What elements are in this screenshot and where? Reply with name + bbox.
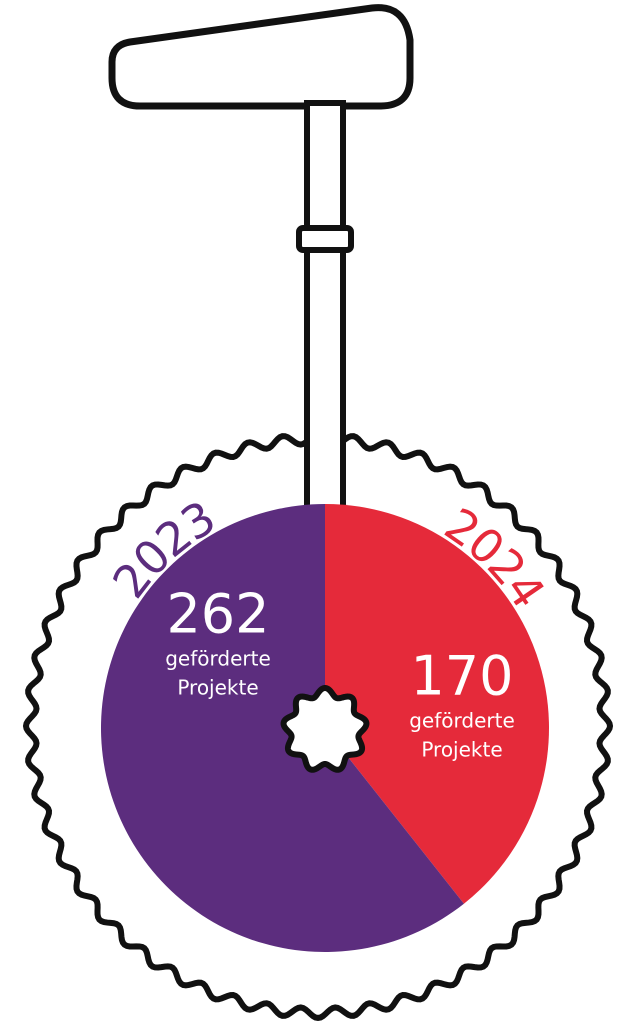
- value-label: 170: [410, 645, 513, 708]
- value-label: 262: [166, 583, 269, 646]
- value-caption: geförderte: [409, 709, 515, 733]
- value-caption: geförderte: [165, 647, 271, 671]
- seat-post: [307, 103, 343, 513]
- value-caption: Projekte: [177, 676, 258, 700]
- collar: [299, 228, 351, 250]
- seat: [112, 8, 410, 106]
- value-caption: Projekte: [421, 738, 502, 762]
- unicycle-chart: 20242023170geförderteProjekte262geförder…: [0, 0, 623, 1023]
